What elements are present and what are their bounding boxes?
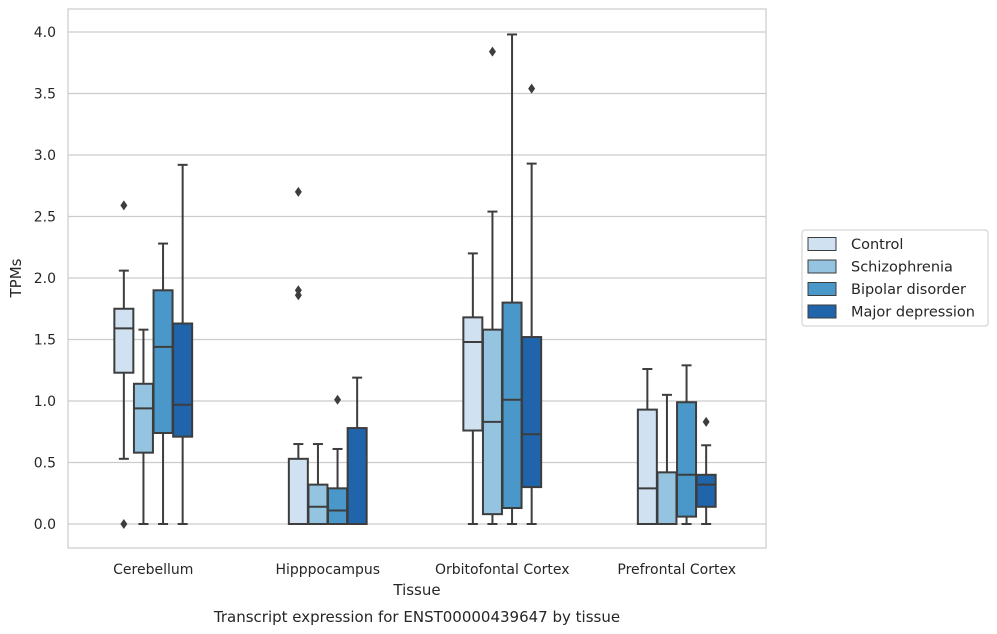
legend-swatch (807, 259, 837, 274)
axis-layer: 0.0 0.5 1.0 1.5 2.0 2.5 3.0 3.5 4.0 Cerebellum Hip… (34, 25, 736, 578)
iqr-box (113, 307, 135, 374)
legend-label: Schizophrenia (851, 260, 953, 276)
y-tick-label: 2.5 (34, 210, 56, 226)
x-tick-label: Hipppocampus (275, 562, 380, 578)
plot-frame (67, 8, 767, 549)
box-bipolar-disorder (676, 364, 698, 525)
box-major-depression (695, 416, 717, 525)
legend: Control Schizophrenia Bipolar disorder Majo… (801, 229, 989, 327)
y-tick-label: 1.0 (34, 394, 56, 410)
box-schizophrenia (481, 46, 503, 525)
outlier-point (120, 519, 128, 529)
y-tick-label: 1.5 (34, 333, 56, 349)
outlier-point (334, 394, 342, 405)
iqr-box (676, 401, 698, 518)
outlier-point (488, 46, 496, 57)
iqr-box (656, 471, 678, 525)
iqr-box (172, 322, 194, 438)
box-layer (113, 33, 717, 529)
y-tick-label: 2.0 (34, 271, 56, 287)
iqr-box (462, 316, 484, 432)
legend-label: Control (851, 237, 903, 253)
legend-label: Major depression (851, 305, 975, 321)
x-axis-label: Tissue (392, 581, 440, 599)
grid-layer (68, 31, 766, 525)
outlier-point (294, 186, 302, 197)
box-bipolar-disorder (152, 242, 174, 525)
legend-swatch (807, 282, 837, 296)
x-tick-label: Prefrontal Cortex (617, 562, 736, 578)
y-axis-label: TPMs (7, 258, 25, 298)
box-major-depression (346, 376, 368, 525)
iqr-box (327, 487, 349, 525)
box-bipolar-disorder (501, 33, 523, 525)
iqr-box (521, 336, 543, 489)
legend-swatch (807, 304, 837, 319)
x-tick-label: Cerebellum (113, 562, 193, 578)
box-major-depression (172, 163, 194, 525)
iqr-box (636, 408, 658, 525)
iqr-box (307, 483, 329, 526)
iqr-box (695, 473, 717, 508)
outlier-point (528, 83, 536, 94)
box-major-depression (521, 83, 543, 525)
y-tick-label: 4.0 (34, 25, 56, 41)
outlier-point (294, 290, 302, 301)
y-tick-label: 0.5 (34, 456, 56, 472)
box-control (636, 368, 658, 525)
figure-caption: Transcript expression for ENST0000043964… (213, 608, 620, 626)
box-control (113, 200, 135, 529)
x-tick-label: Orbitofontal Cortex (435, 562, 570, 578)
iqr-box (132, 382, 154, 454)
box-control (287, 186, 309, 525)
y-tick-label: 3.0 (34, 148, 56, 164)
outlier-point (702, 416, 710, 427)
iqr-box (346, 427, 368, 525)
box-bipolar-disorder (327, 394, 349, 525)
iqr-box (501, 301, 523, 510)
box-schizophrenia (132, 328, 154, 525)
y-tick-label: 3.5 (34, 87, 56, 103)
legend-label: Bipolar disorder (851, 282, 966, 298)
box-schizophrenia (656, 393, 678, 525)
box-schizophrenia (307, 443, 329, 526)
legend-swatch (807, 237, 837, 251)
outlier-point (120, 200, 128, 211)
iqr-box (287, 457, 309, 525)
legend-frame (801, 229, 989, 327)
y-tick-label: 0.0 (34, 517, 56, 533)
iqr-box (152, 289, 174, 434)
box-control (462, 252, 484, 525)
